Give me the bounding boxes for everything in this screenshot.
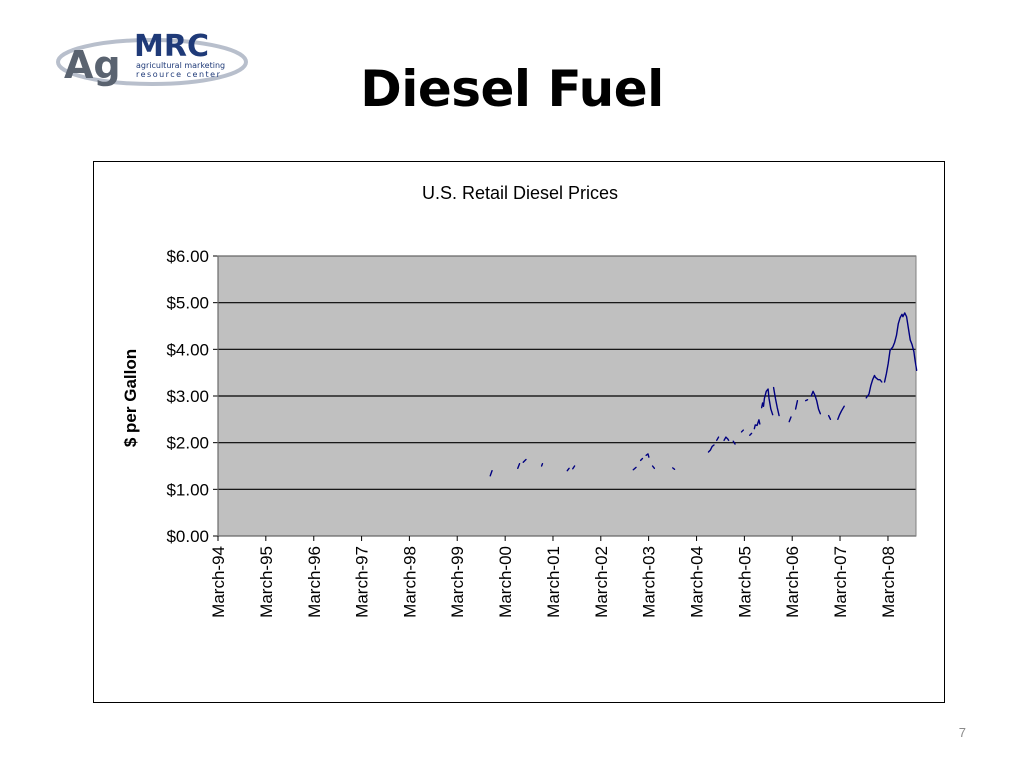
- series-line-segment: [827, 414, 832, 421]
- y-tick-label: $3.00: [166, 387, 209, 406]
- agmrc-logo: Ag MRC agricultural marketing resource c…: [56, 29, 248, 87]
- series-line-segment: [572, 465, 576, 470]
- series-line-segment: [753, 419, 761, 430]
- x-tick-label: March-06: [783, 546, 802, 618]
- series-line-segment: [632, 466, 637, 471]
- series-line-segment: [732, 440, 736, 445]
- series-line-segment: [522, 458, 527, 463]
- series-line-segment: [760, 388, 774, 416]
- series-line-segment: [639, 457, 644, 462]
- series-line-segment: [772, 386, 780, 417]
- series-line-segment: [740, 429, 745, 433]
- chart-title: U.S. Retail Diesel Prices: [422, 183, 618, 203]
- x-tick-label: March-98: [400, 546, 419, 618]
- chart-container: U.S. Retail Diesel Prices $ per Gallon $…: [93, 161, 945, 703]
- y-axis-label: $ per Gallon: [121, 349, 140, 447]
- x-tick-label: March-02: [592, 546, 611, 618]
- series-line-segment: [810, 390, 822, 415]
- x-tick-label: March-05: [735, 546, 754, 618]
- series-line-segment: [788, 416, 792, 423]
- x-tick-label: March-97: [353, 546, 372, 618]
- logo-ring: [56, 38, 248, 86]
- logo-tagline-1: agricultural marketing: [136, 61, 225, 70]
- series-line-segment: [804, 399, 809, 402]
- page-number: 7: [958, 725, 966, 740]
- series-line-segment: [566, 467, 570, 472]
- series-line-segment: [645, 453, 650, 458]
- series-line-segment: [517, 462, 521, 470]
- x-tick-label: March-04: [688, 546, 707, 618]
- logo-tagline-2: resource center: [136, 70, 221, 79]
- plot-border: [217, 255, 917, 537]
- series-line-segment: [651, 465, 656, 470]
- series-line-segment: [723, 436, 730, 442]
- x-tick-label: March-95: [257, 546, 276, 618]
- series-line-segment: [837, 405, 845, 421]
- slide-title: Diesel Fuel: [360, 60, 664, 118]
- logo-mrc: MRC: [134, 29, 209, 64]
- series-line-segment: [794, 399, 799, 410]
- x-tick-label: March-00: [496, 546, 515, 618]
- y-tick-label: $6.00: [166, 247, 209, 266]
- series-line-segment: [716, 436, 720, 442]
- x-tick-label: March-96: [305, 546, 324, 618]
- logo-ag: Ag: [64, 43, 121, 87]
- series-line-segment: [489, 469, 493, 477]
- x-tick-label: March-01: [544, 546, 563, 618]
- series-line-segment: [707, 444, 715, 453]
- series-line-segment: [865, 374, 883, 399]
- x-tick-label: March-07: [831, 546, 850, 618]
- y-tick-label: $0.00: [166, 527, 209, 546]
- x-tick-label: March-03: [640, 546, 659, 618]
- x-tick-label: March-08: [879, 546, 898, 618]
- y-tick-label: $2.00: [166, 434, 209, 453]
- diesel-price-chart: U.S. Retail Diesel Prices $ per Gallon $…: [121, 183, 918, 618]
- y-tick-label: $1.00: [166, 480, 209, 499]
- series-line-segment: [540, 462, 544, 467]
- y-tick-label: $4.00: [166, 340, 209, 359]
- x-tick-label: March-94: [209, 546, 228, 618]
- y-tick-label: $5.00: [166, 294, 209, 313]
- x-tick-label: March-99: [448, 546, 467, 618]
- series-line-segment: [749, 432, 753, 436]
- series-line-segment: [672, 467, 676, 470]
- series-line-segment: [883, 312, 918, 383]
